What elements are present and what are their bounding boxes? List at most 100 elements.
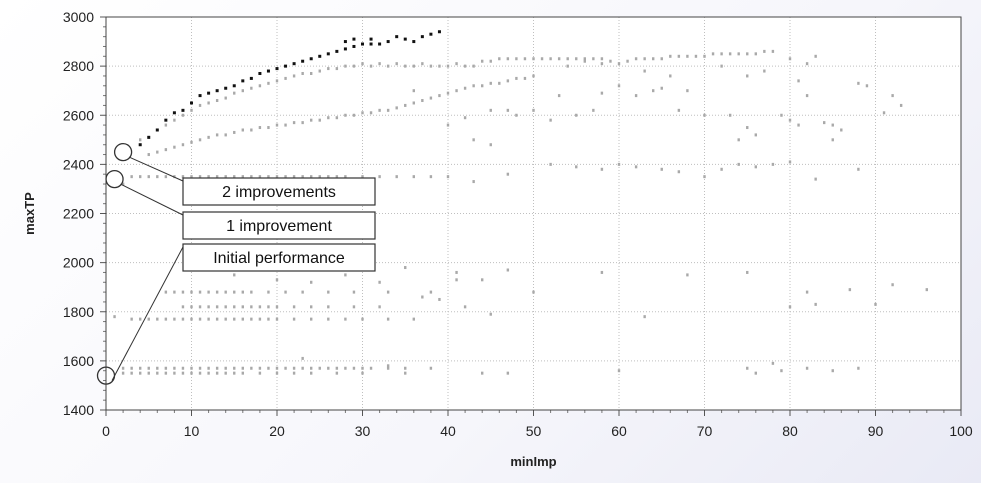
- gray-point: [575, 165, 578, 169]
- gray-point: [318, 69, 321, 73]
- gray-point: [823, 121, 826, 125]
- gray-point: [130, 317, 133, 321]
- gray-point: [763, 69, 766, 73]
- gray-point: [404, 103, 407, 107]
- gray-point: [369, 111, 373, 115]
- gray-point: [686, 89, 689, 93]
- annotation-circle: [113, 142, 133, 162]
- gray-point: [557, 94, 561, 98]
- gray-point: [327, 317, 330, 321]
- gray-point: [925, 288, 928, 292]
- gray-point: [660, 57, 663, 61]
- annotation-box: [182, 211, 376, 240]
- gray-point: [215, 99, 219, 103]
- gray-point: [190, 290, 193, 294]
- gray-point: [361, 371, 364, 375]
- gray-point: [284, 366, 287, 370]
- gray-point: [267, 175, 270, 179]
- gray-point: [720, 64, 723, 68]
- gray-point: [181, 290, 185, 294]
- gray-point: [233, 366, 236, 370]
- gray-point: [224, 366, 227, 370]
- gray-point: [215, 175, 219, 179]
- axes: [100, 16, 962, 416]
- gray-point: [771, 361, 775, 365]
- gray-point: [754, 165, 757, 169]
- gray-point: [549, 118, 552, 122]
- gray-point: [130, 175, 133, 179]
- gray-point: [549, 57, 552, 61]
- gray-point: [156, 150, 159, 154]
- gray-point: [224, 175, 227, 179]
- gray-point: [190, 108, 193, 112]
- gray-point: [301, 356, 304, 360]
- gray-point: [233, 305, 236, 309]
- gray-point: [446, 123, 450, 127]
- gray-point: [421, 295, 424, 299]
- gray-point: [241, 290, 244, 294]
- gray-point: [292, 74, 296, 78]
- gray-point: [592, 108, 595, 112]
- x-tick-label: 80: [782, 423, 798, 439]
- gray-point: [318, 175, 321, 179]
- black-point: [369, 37, 373, 41]
- gray-point: [634, 94, 638, 98]
- gray-point: [857, 366, 860, 370]
- gray-point: [677, 170, 681, 174]
- gray-point: [241, 366, 244, 370]
- black-point: [224, 86, 228, 90]
- gray-point: [891, 94, 894, 98]
- gray-point: [660, 167, 663, 171]
- black-point: [437, 30, 441, 34]
- black-point: [326, 52, 330, 56]
- gray-point: [728, 52, 732, 56]
- gray-point: [224, 133, 227, 137]
- y-tick-label: 3000: [63, 9, 94, 25]
- gray-point: [121, 182, 125, 186]
- gray-point: [275, 278, 279, 282]
- y-tick-label: 2600: [63, 107, 94, 123]
- gray-point: [481, 371, 484, 375]
- gray-point: [814, 54, 817, 58]
- gray-point: [275, 175, 279, 179]
- gray-point: [489, 108, 492, 112]
- gray-point: [352, 290, 356, 294]
- gray-point: [344, 273, 347, 277]
- black-point: [429, 32, 433, 36]
- gray-point: [250, 175, 253, 179]
- gray-point: [532, 74, 535, 78]
- gray-point: [831, 369, 834, 373]
- gray-point: [147, 175, 150, 179]
- gray-point: [395, 106, 398, 110]
- gray-point: [284, 123, 287, 127]
- gray-point: [310, 118, 313, 122]
- annotations: 2 improvements 1 improvement Initial perfo…: [96, 142, 376, 385]
- x-tick-label: 90: [868, 423, 884, 439]
- gray-point: [344, 317, 347, 321]
- gray-point: [164, 366, 168, 370]
- gray-point: [463, 86, 467, 90]
- gray-point: [797, 79, 800, 83]
- gray-point: [164, 148, 168, 152]
- gray-point: [438, 94, 441, 98]
- gray-point: [181, 175, 185, 179]
- gray-point: [147, 371, 150, 375]
- gray-point: [506, 57, 510, 61]
- gray-point: [463, 64, 467, 68]
- gray-point: [361, 366, 364, 370]
- gray-point: [344, 175, 347, 179]
- gray-point: [139, 317, 142, 321]
- gray-point: [506, 268, 510, 272]
- gray-point: [190, 366, 193, 370]
- gray-point: [575, 57, 578, 61]
- gray-point: [386, 108, 390, 112]
- gray-point: [361, 62, 364, 66]
- y-tick-label: 1600: [63, 353, 94, 369]
- annotation-label: Initial performance: [213, 250, 345, 267]
- gray-point: [592, 57, 595, 61]
- gray-point: [156, 371, 159, 375]
- gray-point: [224, 371, 227, 375]
- gray-point: [292, 121, 296, 125]
- gray-point: [267, 290, 270, 294]
